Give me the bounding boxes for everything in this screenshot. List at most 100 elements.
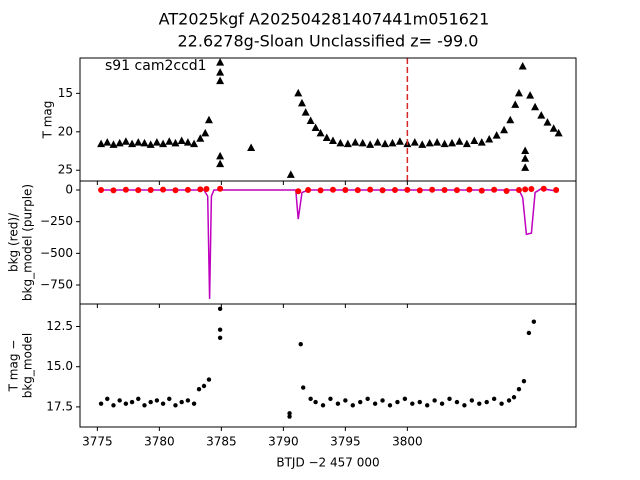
data-point	[216, 68, 225, 76]
data-point	[311, 123, 320, 131]
annotation: s91 cam2ccd1	[105, 58, 207, 74]
data-point	[123, 401, 129, 406]
data-point	[190, 139, 199, 148]
data-point	[549, 124, 558, 132]
data-point	[350, 403, 355, 408]
data-point	[366, 140, 375, 148]
data-point	[206, 377, 212, 382]
data-point	[216, 159, 225, 168]
data-point	[301, 108, 310, 116]
data-point	[313, 399, 318, 405]
data-point	[506, 398, 512, 403]
data-point	[441, 186, 448, 193]
data-point	[103, 138, 112, 146]
data-point	[462, 403, 467, 408]
data-point	[196, 134, 205, 142]
data-point	[201, 383, 207, 389]
data-point	[97, 139, 106, 148]
data-point	[372, 401, 378, 406]
y-tick-label: −500	[40, 246, 73, 260]
data-point	[301, 385, 306, 390]
data-point	[418, 140, 427, 148]
data-point	[117, 398, 122, 403]
data-point	[521, 378, 527, 384]
data-point	[122, 186, 129, 193]
y-tick-label: 25	[58, 163, 73, 177]
data-point	[491, 396, 497, 402]
data-point	[447, 396, 452, 402]
data-point	[381, 139, 390, 148]
y-axis-label: bkg (red)/	[7, 212, 21, 272]
data-point	[367, 186, 374, 193]
data-point	[499, 401, 504, 406]
data-point	[247, 143, 256, 151]
data-point	[429, 186, 436, 193]
data-point	[518, 61, 527, 70]
data-point	[478, 187, 485, 194]
data-point	[328, 136, 337, 145]
data-point	[154, 398, 160, 403]
data-point	[98, 401, 104, 406]
x-tick-label: 3795	[330, 435, 361, 449]
data-point	[358, 399, 363, 405]
data-point	[425, 403, 430, 408]
y-tick-label: 20	[58, 124, 73, 138]
data-point	[216, 151, 225, 160]
data-point	[531, 319, 537, 324]
chart-title: AT2025kgf A202504281407441m051621	[159, 10, 490, 29]
data-point	[537, 111, 546, 119]
data-point	[395, 399, 400, 405]
data-point	[322, 133, 331, 141]
data-point	[491, 186, 498, 193]
y-axis-label: bkg_model (purple)	[21, 184, 35, 301]
data-point	[217, 306, 223, 312]
data-point	[160, 186, 167, 193]
data-point	[167, 396, 172, 402]
data-point	[511, 395, 517, 400]
y-axis-label: T mag	[41, 101, 55, 140]
data-point	[179, 399, 184, 405]
data-point	[515, 186, 522, 193]
data-point	[196, 387, 202, 392]
data-point	[191, 401, 197, 406]
x-tick-label: 3775	[82, 435, 113, 449]
data-point	[140, 138, 149, 147]
x-axis-label: BTJD −2 457 000	[276, 456, 379, 470]
data-point	[152, 138, 161, 146]
data-point	[395, 137, 404, 145]
data-point	[484, 399, 489, 405]
data-point	[129, 399, 135, 405]
y-tick-label: 0	[65, 182, 73, 196]
data-point	[159, 139, 168, 148]
data-point	[298, 341, 303, 347]
data-point	[185, 398, 191, 403]
data-point	[306, 116, 315, 125]
data-point	[540, 185, 547, 192]
data-point	[416, 187, 423, 194]
data-point	[115, 138, 124, 147]
x-tick-label: 3790	[268, 435, 299, 449]
data-point	[343, 398, 348, 403]
y-axis-label: T mag −	[7, 340, 21, 393]
data-point	[553, 186, 560, 193]
data-point	[466, 186, 473, 193]
data-point	[316, 128, 325, 137]
data-point	[516, 387, 522, 392]
y-tick-label: −250	[40, 214, 73, 228]
data-point	[217, 335, 223, 340]
data-point	[477, 138, 486, 146]
y-tick-label: 15	[58, 86, 73, 100]
data-point	[425, 138, 434, 147]
data-point	[470, 136, 479, 145]
data-point	[455, 137, 464, 145]
data-point	[387, 403, 393, 408]
data-point	[477, 401, 482, 406]
data-point	[402, 396, 408, 402]
data-point	[111, 403, 116, 408]
data-point	[453, 187, 460, 194]
data-point	[308, 396, 313, 402]
data-point	[110, 187, 117, 194]
data-point	[287, 411, 292, 416]
data-point	[492, 131, 501, 139]
